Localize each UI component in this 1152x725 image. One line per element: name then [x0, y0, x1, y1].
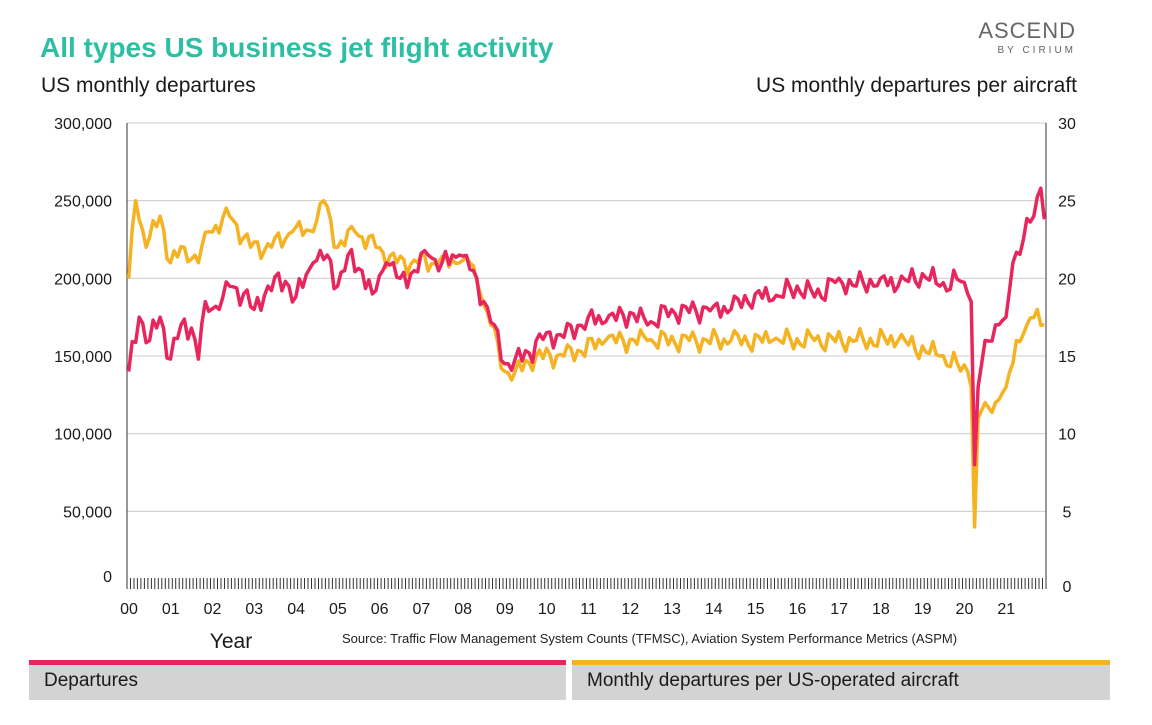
- x-tick-label: 17: [830, 601, 848, 618]
- x-tick-label: 12: [621, 601, 639, 618]
- x-tick-label: 18: [872, 601, 890, 618]
- x-tick-label: 00: [120, 601, 138, 618]
- y-tick-label-right: 15: [1058, 349, 1076, 366]
- series-line-departures: [126, 186, 1047, 467]
- y-tick-label-right: 20: [1058, 271, 1076, 288]
- legend-color-bar-per-aircraft: [572, 660, 1110, 665]
- x-tick-label: 13: [663, 601, 681, 618]
- legend-label-departures: Departures: [44, 670, 138, 691]
- legend-item-per-aircraft: Monthly departures per US-operated aircr…: [572, 660, 1110, 700]
- x-tick-label: 10: [538, 601, 556, 618]
- x-tick-label: 19: [914, 601, 932, 618]
- y-tick-label-right: 10: [1058, 427, 1076, 444]
- y-axis-left-title: US monthly departures: [41, 74, 256, 97]
- legend-label-per-aircraft: Monthly departures per US-operated aircr…: [587, 670, 959, 691]
- x-tick-label: 16: [788, 601, 806, 618]
- chart-title: All types US business jet flight activit…: [40, 32, 554, 63]
- legend-color-bar-departures: [29, 660, 566, 665]
- brand-subtitle: BY CIRIUM: [997, 45, 1076, 56]
- x-tick-label: 02: [204, 601, 222, 618]
- y-tick-label-left: 300,000: [54, 116, 112, 133]
- x-tick-label: 14: [705, 601, 723, 618]
- brand-name: ASCEND: [978, 18, 1076, 43]
- source-note: Source: Traffic Flow Management System C…: [342, 631, 958, 646]
- x-tick-label: 11: [580, 601, 597, 618]
- x-tick-label: 06: [371, 601, 389, 618]
- y-tick-label-left: 150,000: [54, 349, 112, 366]
- y-tick-label-left: 50,000: [63, 504, 112, 521]
- y-tick-label-left: 200,000: [54, 271, 112, 288]
- x-tick-label: 01: [162, 601, 180, 618]
- x-tick-label: 08: [454, 601, 472, 618]
- y-tick-label-left: 0: [103, 569, 112, 586]
- x-tick-label: 03: [245, 601, 263, 618]
- x-axis-monthly-ticks: [126, 578, 1047, 589]
- y-axis-right-title: US monthly departures per aircraft: [756, 74, 1077, 97]
- y-tick-label-right: 0: [1063, 579, 1072, 596]
- x-tick-label: 09: [496, 601, 514, 618]
- y-tick-label-left: 250,000: [54, 194, 112, 211]
- x-tick-label: 20: [956, 601, 974, 618]
- y-tick-label-right: 25: [1058, 194, 1076, 211]
- x-tick-label: 07: [413, 601, 431, 618]
- y-tick-label-left: 100,000: [54, 427, 112, 444]
- y-tick-label-right: 5: [1063, 504, 1072, 521]
- x-tick-label: 05: [329, 601, 347, 618]
- x-tick-label: 15: [747, 601, 765, 618]
- x-axis-title: Year: [210, 630, 252, 653]
- series-line-per-aircraft: [126, 198, 1045, 529]
- brand-logo: ASCEND BY CIRIUM: [978, 18, 1076, 56]
- x-tick-label: 04: [287, 601, 305, 618]
- legend-item-departures: Departures: [29, 660, 566, 700]
- x-tick-label: 21: [997, 601, 1015, 618]
- y-tick-label-right: 30: [1058, 116, 1076, 133]
